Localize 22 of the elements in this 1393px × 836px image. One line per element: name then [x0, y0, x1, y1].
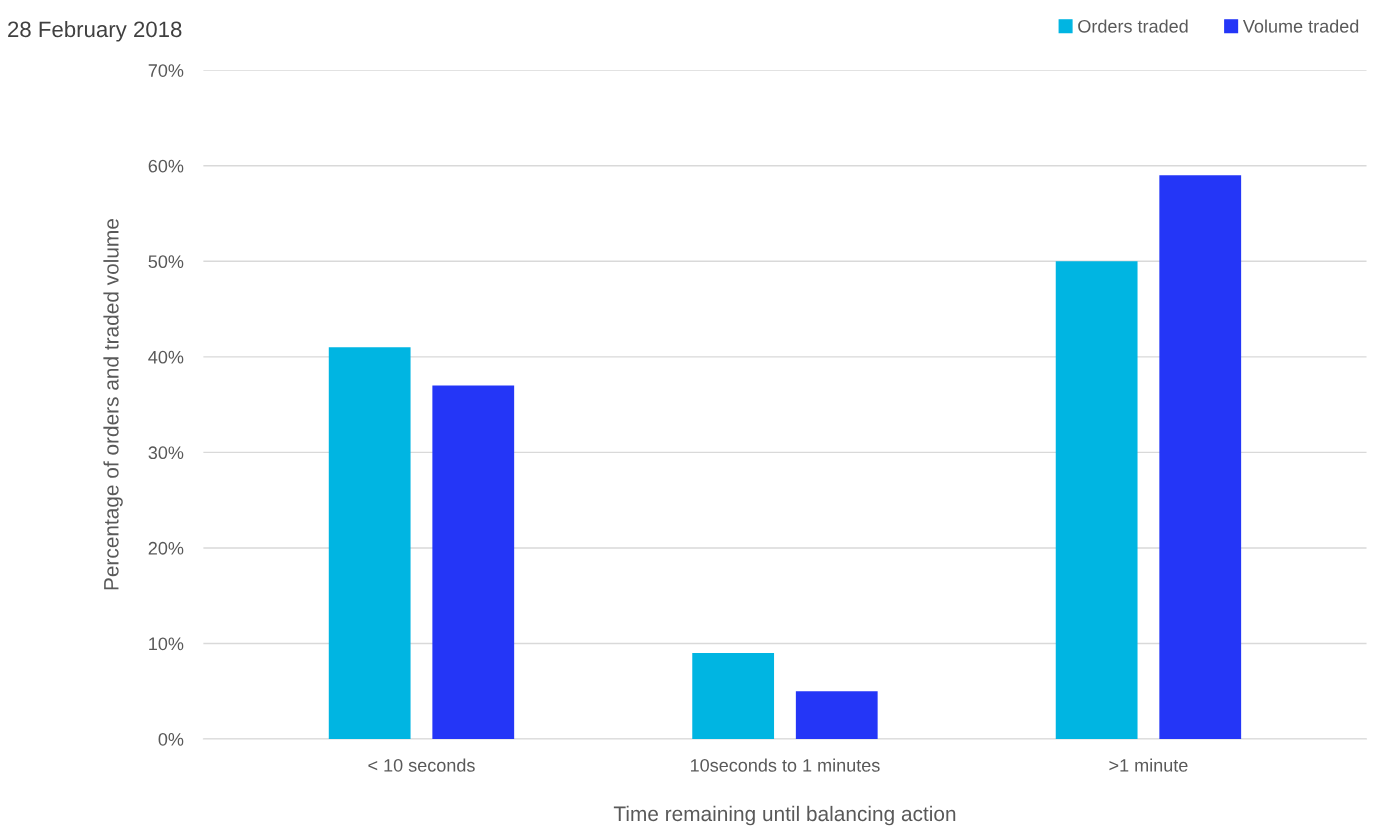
- bar: [795, 691, 878, 740]
- y-tick-label: 50%: [148, 255, 184, 269]
- y-axis-title: Percentage of orders and traded volume: [103, 219, 123, 590]
- x-axis-title: Time remaining until balancing action: [613, 805, 956, 826]
- y-tick-label: 0%: [158, 732, 184, 746]
- y-tick-label: 40%: [148, 350, 184, 364]
- bar: [1055, 261, 1138, 740]
- bar: [1159, 175, 1242, 740]
- bar: [328, 347, 411, 740]
- bar: [432, 385, 515, 740]
- y-tick-label: 30%: [148, 446, 184, 460]
- y-tick-label: 10%: [149, 637, 184, 651]
- x-tick-label: < 10 seconds: [368, 758, 475, 772]
- y-tick-label: 60%: [148, 159, 184, 173]
- x-tick-label: 10seconds to 1 minutes: [690, 758, 880, 772]
- legend-label: Orders traded: [1078, 19, 1188, 33]
- bar: [692, 653, 775, 740]
- legend-label: Volume traded: [1242, 19, 1359, 33]
- x-tick-label: >1 minute: [1109, 758, 1188, 772]
- y-tick-label: 70%: [148, 64, 184, 77]
- y-tick-label: 20%: [148, 541, 184, 555]
- chart-title: 28 February 2018: [8, 20, 182, 42]
